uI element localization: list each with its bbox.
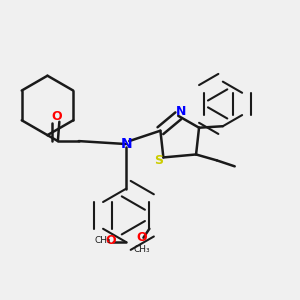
Text: O: O <box>51 110 62 123</box>
Text: CH₃: CH₃ <box>134 245 150 254</box>
Text: N: N <box>176 105 186 118</box>
Text: S: S <box>154 154 164 167</box>
Text: N: N <box>120 137 132 151</box>
Text: O: O <box>106 234 116 247</box>
Text: O: O <box>136 231 147 244</box>
Text: CH₃: CH₃ <box>94 236 111 245</box>
